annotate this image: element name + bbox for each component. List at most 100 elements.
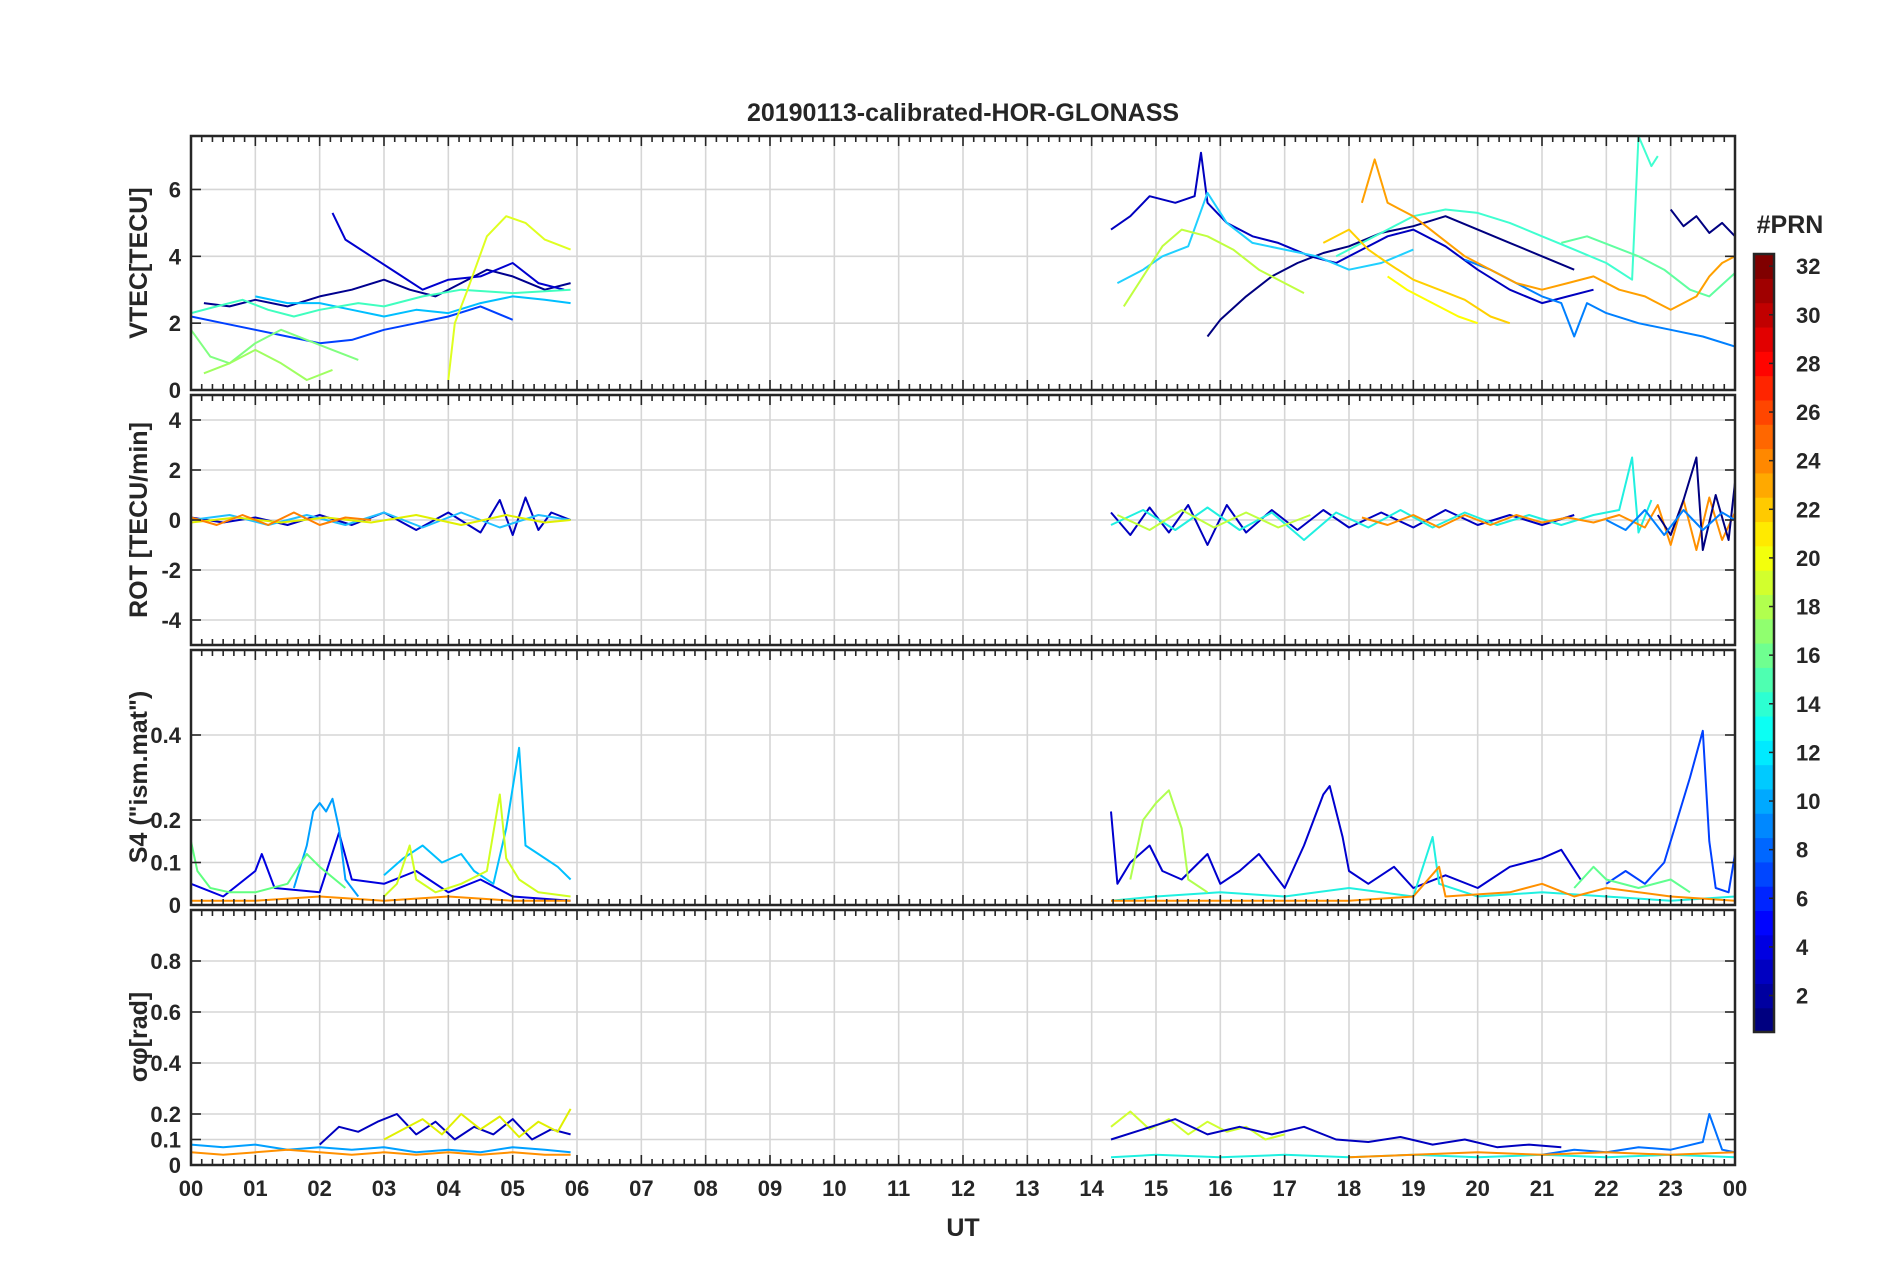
colorbar-cell xyxy=(1754,618,1774,644)
colorbar-frame xyxy=(1752,252,1776,1034)
colorbar-cell xyxy=(1754,497,1774,523)
series-line-prn-2 xyxy=(191,831,571,902)
x-tick-label: 19 xyxy=(1401,1176,1425,1201)
series-line-prn-19 xyxy=(1122,228,1305,307)
y-tick-labels: 0 2 4 6 xyxy=(169,177,182,403)
x-tick-label: 05 xyxy=(500,1176,524,1201)
panel-2: -4 -2 0 2 4 ROT [TECU/min] xyxy=(125,393,1737,647)
series-line-prn-22 xyxy=(1348,1151,1735,1159)
x-tick-label: 09 xyxy=(758,1176,782,1201)
panel-frame xyxy=(189,134,1737,392)
y-tick-label: 0.1 xyxy=(150,1128,181,1153)
series-line-prn-2 xyxy=(1110,785,1582,889)
series-group xyxy=(191,136,1735,381)
y-tick-label: 2 xyxy=(169,311,181,336)
series-line-prn-8 xyxy=(1541,1113,1735,1156)
colorbar-cell xyxy=(1754,375,1774,401)
x-tick-label: 17 xyxy=(1272,1176,1296,1201)
y-tick-label: 0.8 xyxy=(150,949,181,974)
series-line-prn-8 xyxy=(1605,509,1735,536)
panel-3: 0 0.1 0.2 0.4S4 ("ism.mat") xyxy=(125,648,1737,918)
colorbar-cell xyxy=(1754,254,1774,279)
colorbar-tick-label: 4 xyxy=(1796,935,1809,960)
colorbar-cell xyxy=(1754,326,1774,352)
series-line-prn-10 xyxy=(292,797,360,898)
panel-1: 0 2 4 6 VTEC[TECU] xyxy=(125,134,1737,403)
colorbar-cell xyxy=(1754,715,1774,741)
y-tick-label: 0.4 xyxy=(150,1051,181,1076)
series-line-prn-11 xyxy=(383,746,572,885)
colorbar-tick-label: 28 xyxy=(1796,351,1820,376)
colorbar-cell xyxy=(1754,886,1774,912)
colorbar-cell xyxy=(1754,1007,1774,1033)
x-tick-label: 22 xyxy=(1594,1176,1618,1201)
y-tick-labels: 00.10.2 0.4 0.6 0.8 xyxy=(150,949,181,1178)
series-line-prn-16 xyxy=(191,841,347,894)
colorbar-cell xyxy=(1754,570,1774,595)
series-line-prn-21 xyxy=(1322,228,1511,325)
x-tick-label: 00 xyxy=(1723,1176,1747,1201)
series-line-prn-19 xyxy=(383,793,571,898)
colorbar-cell xyxy=(1754,667,1774,693)
x-tick-label: 00 xyxy=(179,1176,203,1201)
y-tick-label: 0.1 xyxy=(150,851,181,876)
series-line-prn-23 xyxy=(191,511,372,526)
figure-title: 20190113-calibrated-HOR-GLONASS xyxy=(747,99,1179,127)
colorbar-cell xyxy=(1754,351,1774,377)
series-line-prn-20 xyxy=(1387,275,1479,325)
colorbar-cell xyxy=(1754,861,1774,887)
panel-frame xyxy=(189,648,1737,907)
colorbar-cell xyxy=(1754,740,1774,766)
series-line-prn-13 xyxy=(1110,456,1653,541)
colorbar-cell xyxy=(1754,788,1774,814)
x-tick-label: 10 xyxy=(822,1176,846,1201)
y-axis-label: S4 ("ism.mat") xyxy=(125,691,153,863)
x-tick-label: 02 xyxy=(307,1176,331,1201)
colorbar-cell xyxy=(1754,302,1774,328)
x-tick-label: 12 xyxy=(951,1176,975,1201)
colorbar-tick-label: 10 xyxy=(1796,789,1820,814)
y-tick-label: 0 xyxy=(169,1153,181,1178)
y-tick-label: -2 xyxy=(161,558,181,583)
colorbar-cells xyxy=(1754,254,1774,1033)
y-axis-label: VTEC[TECU] xyxy=(125,187,153,338)
series-line-prn-19 xyxy=(447,215,571,381)
y-tick-labels: 0 0.1 0.2 0.4 xyxy=(150,723,181,918)
colorbar-tick-label: 26 xyxy=(1796,400,1820,425)
series-line-prn-19 xyxy=(1116,509,1311,531)
panel-frame xyxy=(189,908,1737,1167)
series-line-prn-1 xyxy=(1669,208,1735,237)
colorbar-cell xyxy=(1754,643,1774,668)
colorbar-tick-label: 24 xyxy=(1796,449,1821,474)
colorbar-cell xyxy=(1754,910,1774,936)
colorbar-cell xyxy=(1754,521,1774,547)
series-group xyxy=(191,456,1735,551)
series-line-prn-2 xyxy=(1110,151,1594,305)
colorbar-tick-label: 32 xyxy=(1796,254,1820,279)
x-tick-label: 18 xyxy=(1337,1176,1361,1201)
colorbar-cell xyxy=(1754,764,1774,790)
series-line-prn-11 xyxy=(255,295,571,318)
series-line-prn-17 xyxy=(191,328,359,365)
colorbar-cell xyxy=(1754,837,1774,863)
series-line-prn-22 xyxy=(191,1148,571,1156)
panel-frame xyxy=(189,393,1737,647)
series-line-prn-2 xyxy=(1110,504,1575,546)
y-tick-label: 0 xyxy=(169,508,181,533)
x-tick-label: 13 xyxy=(1015,1176,1039,1201)
colorbar-cell xyxy=(1754,472,1774,498)
x-tick-labels: 00 01 02 03 04 05 06 07 08 09 10 11 12 13 14 15 16 17 18 19… xyxy=(179,1176,1747,1201)
colorbar-cell xyxy=(1754,934,1774,960)
x-tick-label: 01 xyxy=(243,1176,267,1201)
series-line-prn-16 xyxy=(1573,865,1691,894)
colorbar-tick-label: 22 xyxy=(1796,497,1820,522)
colorbar-tick-label: 12 xyxy=(1796,740,1820,765)
colorbar-tick-label: 6 xyxy=(1796,886,1808,911)
colorbar-tick-label: 16 xyxy=(1796,643,1820,668)
y-tick-label: 0.4 xyxy=(150,723,181,748)
series-line-prn-19 xyxy=(383,1108,572,1141)
panel-4: 00.10.2 0.4 0.6 0.8 σφ[rad] xyxy=(125,908,1737,1178)
colorbar-cell xyxy=(1754,448,1774,474)
